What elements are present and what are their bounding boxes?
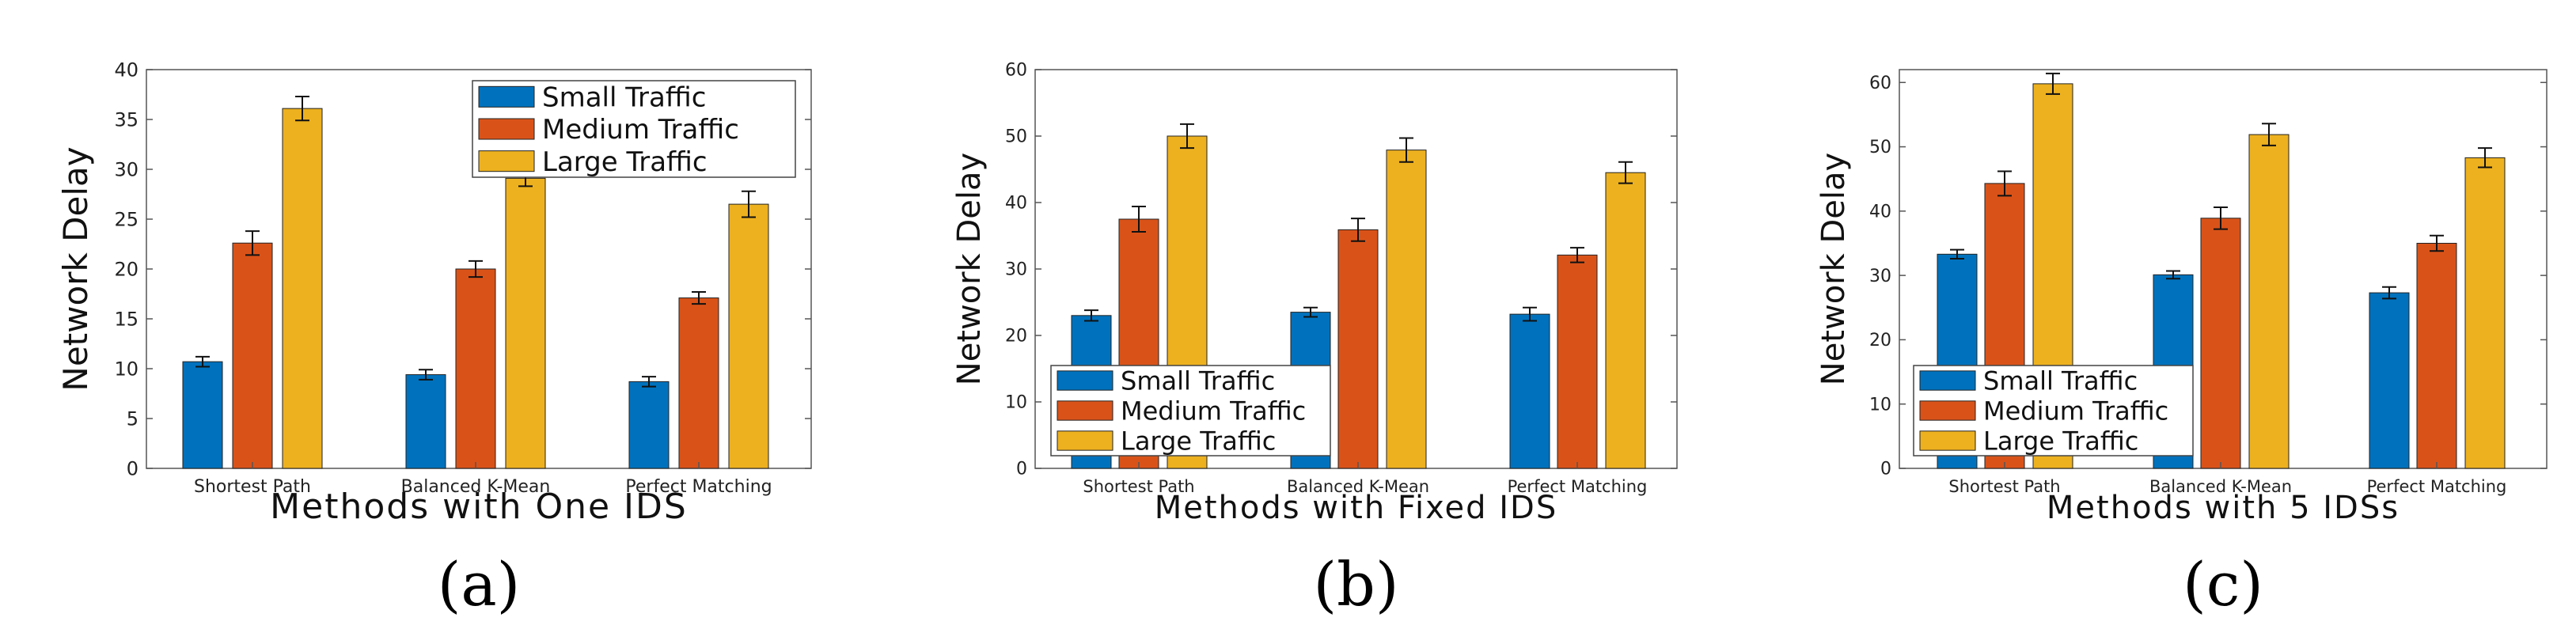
y-tick-label: 50: [1869, 138, 1891, 157]
legend-label-small: Small Traffic: [1121, 366, 1275, 396]
y-axis-label: Network Delay: [56, 146, 95, 391]
legend-swatch-medium: [1057, 400, 1113, 421]
x-tick-label: Perfect Matching: [625, 477, 772, 497]
legend-label-large: Large Traffic: [542, 146, 708, 178]
bar-medium-traffic: [678, 297, 719, 469]
legend-label-medium: Medium Traffic: [1983, 396, 2168, 426]
bar-large-traffic: [282, 108, 323, 469]
bar-large-traffic: [2464, 157, 2506, 469]
legend-label-medium: Medium Traffic: [542, 114, 739, 146]
panel-label: (c): [2183, 549, 2263, 619]
bar-large-traffic: [728, 203, 769, 469]
x-tick-label: Shortest Path: [194, 477, 311, 497]
x-tick-label: Perfect Matching: [2367, 477, 2507, 496]
y-tick-label: 20: [114, 258, 138, 280]
bar-medium-traffic: [2416, 242, 2457, 469]
y-tick-label: 25: [114, 208, 138, 230]
y-tick-label: 0: [1016, 460, 1027, 479]
y-tick-label: 40: [114, 59, 138, 81]
bar-large-traffic: [1605, 172, 1646, 469]
legend-swatch-small: [1057, 370, 1113, 391]
bar-large-traffic: [2248, 134, 2290, 469]
legend-label-small: Small Traffic: [1983, 366, 2138, 396]
y-axis-label: Network Delay: [1815, 153, 1852, 385]
legend-swatch-medium: [478, 118, 535, 140]
bar-small-traffic: [2369, 292, 2410, 469]
bar-small-traffic: [628, 381, 670, 469]
x-axis-label: Methods with Fixed IDS: [1155, 490, 1558, 526]
legend-label-large: Large Traffic: [1983, 426, 2138, 456]
panel-label: (a): [438, 549, 521, 619]
y-tick-label: 15: [114, 308, 138, 330]
bar-large-traffic: [1386, 150, 1427, 469]
y-tick-label: 10: [1869, 395, 1891, 415]
x-tick-label: Balanced K-Mean: [2149, 477, 2292, 496]
y-tick-label: 0: [127, 457, 138, 479]
y-tick-label: 60: [1869, 74, 1891, 93]
bar-medium-traffic: [1337, 229, 1379, 469]
legend-swatch-large: [478, 150, 535, 172]
chart-panel-2: 0 10 20 30 40 50 60 Shortest Path Balanced K-Mea…: [951, 61, 1678, 619]
x-axis-label: Methods with 5 IDSs: [2047, 490, 2400, 526]
y-tick-label: 60: [1005, 61, 1027, 81]
legend-swatch-medium: [1919, 400, 1976, 421]
y-tick-label: 10: [1005, 393, 1027, 413]
bar-medium-traffic: [232, 242, 273, 469]
chart-panel-3: 0 10 20 30 40 50 60 Shortest Path Balanced K-Mea…: [1815, 69, 2548, 619]
y-tick-label: 35: [114, 108, 138, 131]
legend-swatch-small: [478, 85, 535, 108]
y-tick-label: 50: [1005, 127, 1027, 147]
bar-small-traffic: [405, 374, 446, 469]
legend-swatch-small: [1919, 370, 1976, 391]
x-tick-label: Balanced K-Mean: [1287, 477, 1429, 496]
y-tick-label: 40: [1005, 194, 1027, 214]
panel-label: (b): [1314, 549, 1399, 619]
legend-swatch-large: [1919, 430, 1976, 451]
y-tick-label: 30: [114, 158, 138, 180]
chart-panel-1: 0 5 10 15 20 25 30 35 40 Shortest Path Balanced K-…: [56, 59, 812, 619]
y-tick-label: 0: [1880, 460, 1891, 479]
legend-swatch-large: [1057, 430, 1113, 451]
bar-medium-traffic: [1557, 254, 1598, 469]
y-tick-label: 20: [1869, 331, 1891, 350]
y-axis-label: Network Delay: [951, 153, 988, 385]
bar-medium-traffic: [455, 268, 496, 469]
y-tick-label: 10: [114, 358, 138, 380]
x-axis-label: Methods with One IDS: [270, 487, 688, 527]
x-tick-label: Shortest Path: [1948, 477, 2060, 496]
legend-label-large: Large Traffic: [1121, 426, 1276, 456]
x-tick-label: Perfect Matching: [1508, 477, 1648, 496]
y-tick-label: 20: [1005, 327, 1027, 347]
y-tick-label: 5: [127, 407, 138, 430]
legend-label-small: Small Traffic: [542, 82, 706, 114]
bar-medium-traffic: [2200, 218, 2241, 469]
x-tick-label: Shortest Path: [1083, 477, 1194, 496]
x-tick-label: Balanced K-Mean: [401, 477, 551, 497]
legend-label-medium: Medium Traffic: [1121, 396, 1306, 426]
y-tick-label: 30: [1869, 267, 1891, 286]
bar-small-traffic: [182, 361, 223, 469]
y-tick-label: 40: [1869, 203, 1891, 222]
y-tick-label: 30: [1005, 260, 1027, 280]
bar-small-traffic: [1509, 313, 1550, 469]
bar-large-traffic: [505, 177, 546, 469]
